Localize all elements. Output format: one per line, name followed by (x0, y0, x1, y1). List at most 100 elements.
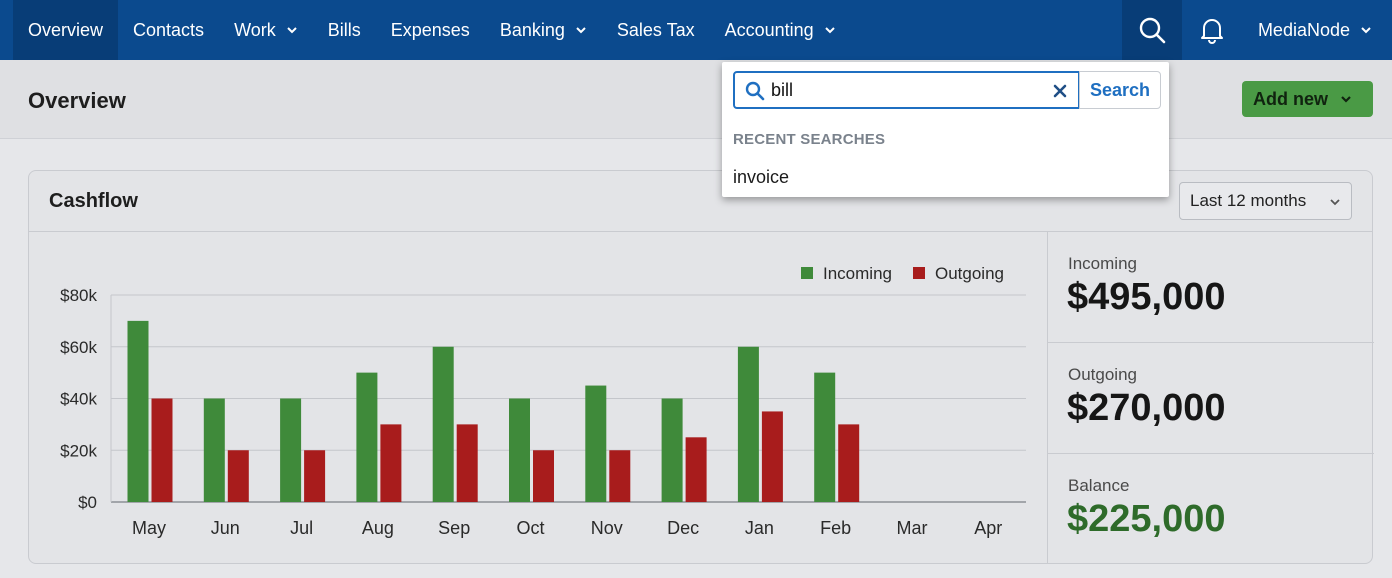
date-range-select[interactable]: Last 12 months (1179, 182, 1352, 220)
x-tick-label: Jun (211, 518, 240, 538)
stat-outgoing-label: Outgoing (1068, 365, 1137, 384)
nav-sales-tax[interactable]: Sales Tax (602, 0, 710, 60)
bar-incoming-dec (661, 398, 683, 502)
x-tick-label: May (132, 518, 166, 538)
y-tick-label: $80k (60, 286, 97, 305)
page-title: Overview (28, 88, 126, 113)
add-new-label: Add new (1253, 88, 1328, 109)
stat-balance-label: Balance (1068, 476, 1130, 495)
legend-label-incoming: Incoming (823, 264, 892, 283)
x-tick-label: Dec (667, 518, 699, 538)
nav-expenses[interactable]: Expenses (376, 0, 485, 60)
bar-incoming-sep (432, 346, 454, 502)
y-tick-label: $60k (60, 338, 97, 357)
bar-incoming-may (127, 320, 149, 502)
bar-outgoing-jun (227, 450, 249, 502)
nav-contacts[interactable]: Contacts (118, 0, 219, 60)
bar-outgoing-dec (685, 437, 707, 502)
chevron-down-icon (1361, 27, 1371, 34)
x-tick-label: Oct (516, 518, 544, 538)
stat-incoming-label: Incoming (1068, 254, 1137, 273)
y-tick-label: $20k (60, 441, 97, 460)
page-header: Overview Add new (0, 60, 1392, 139)
y-tick-label: $0 (78, 493, 97, 512)
legend-label-outgoing: Outgoing (935, 264, 1004, 283)
cashflow-title: Cashflow (49, 190, 138, 212)
bar-outgoing-feb (838, 424, 860, 502)
nav-bills-label: Bills (327, 19, 361, 40)
cashflow-chart: $0 $20k $40k $60k $80k May Jun Jul Aug Sep Oct Nov D… (60, 264, 1026, 538)
bell-icon (1200, 19, 1223, 44)
bar-incoming-nov (585, 385, 607, 502)
recent-search-item[interactable]: invoice (733, 167, 790, 187)
search-toggle-button[interactable] (1121, 0, 1182, 60)
nav-work-label: Work (234, 19, 276, 40)
y-tick-label: $40k (60, 390, 97, 409)
search-icon (745, 81, 765, 101)
search-submit-button[interactable]: Search (1079, 71, 1161, 109)
bar-outgoing-nov (609, 450, 631, 502)
chevron-down-icon (1330, 199, 1340, 206)
legend-swatch-outgoing (913, 267, 925, 279)
nav-sales-tax-label: Sales Tax (616, 19, 695, 40)
recent-searches-heading: RECENT SEARCHES (733, 131, 886, 148)
nav-bills[interactable]: Bills (313, 0, 376, 60)
search-input[interactable] (771, 78, 1041, 102)
bar-outgoing-may (151, 398, 173, 502)
x-tick-label: Aug (362, 518, 394, 538)
chevron-down-icon (576, 27, 586, 34)
user-name: MediaNode (1257, 19, 1350, 40)
bar-incoming-jul (280, 398, 302, 502)
nav-work[interactable]: Work (219, 0, 313, 60)
x-tick-label: Nov (591, 518, 623, 538)
nav-overview[interactable]: Overview (13, 0, 119, 60)
cashflow-chart-area: $0 $20k $40k $60k $80k May Jun Jul Aug Sep Oct Nov D… (29, 232, 1047, 564)
chevron-down-icon (1341, 96, 1351, 103)
bar-incoming-jan (737, 346, 759, 502)
nav-accounting[interactable]: Accounting (710, 0, 851, 60)
bar-outgoing-jul (304, 450, 326, 502)
nav-contacts-label: Contacts (133, 19, 205, 40)
clear-search-icon[interactable] (1052, 83, 1068, 99)
bar-outgoing-oct (533, 450, 554, 502)
chevron-down-icon (824, 27, 835, 34)
nav-accounting-label: Accounting (724, 19, 814, 40)
bar-incoming-oct (509, 398, 530, 502)
search-popover: Search RECENT SEARCHES invoice (722, 62, 1169, 197)
legend-swatch-incoming (801, 267, 813, 279)
stat-balance: Balance $225,000 (1048, 454, 1374, 564)
cashflow-stats: Incoming $495,000 Outgoing $270,000 Bala… (1047, 232, 1374, 564)
user-menu[interactable]: MediaNode (1242, 0, 1392, 60)
x-tick-label: Jul (290, 518, 313, 538)
stat-outgoing: Outgoing $270,000 (1048, 343, 1374, 454)
add-new-button[interactable]: Add new (1242, 81, 1373, 117)
x-tick-label: Sep (438, 518, 470, 538)
top-nav: Overview Contacts Work Bills Expenses Ba… (0, 0, 1392, 60)
search-box (733, 71, 1080, 109)
bar-outgoing-sep (456, 424, 478, 502)
bar-incoming-feb (814, 372, 836, 502)
nav-banking-label: Banking (499, 19, 565, 40)
chevron-down-icon (287, 27, 297, 34)
bar-incoming-jun (203, 398, 225, 502)
page-body: Overview Add new Cashflow Last 12 months… (0, 60, 1392, 578)
x-tick-label: Feb (820, 518, 851, 538)
nav-banking[interactable]: Banking (485, 0, 602, 60)
x-tick-label: Jan (745, 518, 774, 538)
stat-incoming-value: $495,000 (1067, 276, 1226, 318)
nav-right: MediaNode (1121, 0, 1392, 60)
stat-balance-value: $225,000 (1067, 498, 1226, 540)
x-tick-label: Apr (974, 518, 1002, 538)
cashflow-card-header: Cashflow Last 12 months (29, 171, 1372, 232)
nav-overview-label: Overview (28, 19, 104, 40)
cashflow-card: Cashflow Last 12 months $0 $20k $40k $60k $8… (28, 170, 1374, 564)
notifications-button[interactable] (1182, 0, 1242, 60)
bar-outgoing-aug (380, 424, 402, 502)
search-icon (1139, 17, 1166, 44)
stat-outgoing-value: $270,000 (1067, 387, 1226, 429)
stat-incoming: Incoming $495,000 (1048, 232, 1374, 343)
x-tick-label: Mar (897, 518, 928, 538)
nav-expenses-label: Expenses (390, 19, 470, 40)
bar-incoming-aug (356, 372, 378, 502)
bar-outgoing-jan (761, 411, 783, 502)
